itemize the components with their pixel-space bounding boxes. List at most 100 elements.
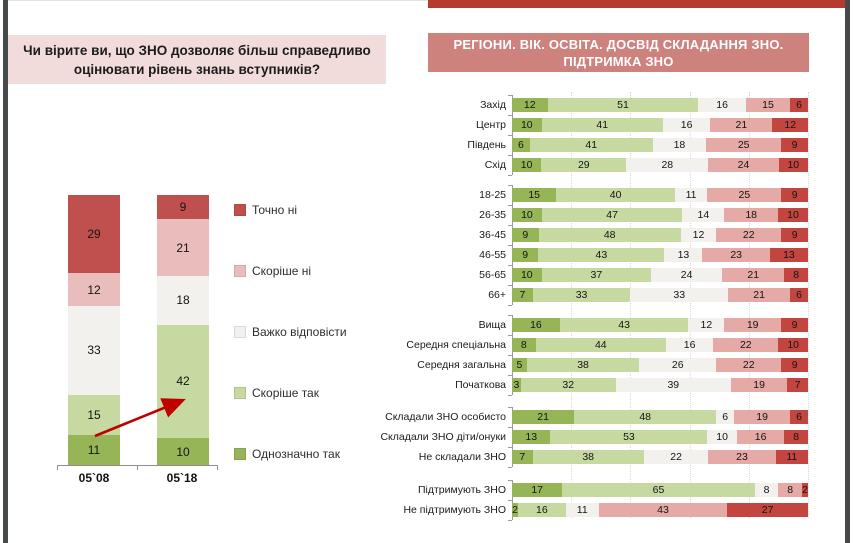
column-value-label: 12 [87,282,101,297]
bar-row: Вища 16 43 12 19 9 [376,318,808,332]
bar-segment: 16 [698,98,746,112]
segment-value-label: 2 [802,484,808,496]
segment-value-label: 13 [783,249,795,261]
legend-item: Скоріше ні [234,264,311,278]
chart-group: Складали ЗНО особисто 21 48 6 19 6 Складали ЗН… [376,407,808,468]
gridline [689,92,691,518]
bar-row: Середня спеціальна 8 44 16 22 10 [376,338,808,352]
segment-value-label: 8 [763,484,770,496]
bar-segment: 29 [541,158,627,172]
bar-segment: 21 [710,118,773,132]
bar-row: Центр 10 41 16 21 12 [376,118,808,132]
bar-segment: 16 [736,430,785,444]
bar-segment: 9 [781,138,808,152]
bar-segment: 9 [512,228,539,242]
axis-tick-mark [508,305,512,306]
bar-segment: 10 [778,338,808,352]
bar-segment: 8 [784,268,808,282]
row-label: Підтримують ЗНО [417,484,506,496]
bar-segment: 38 [532,450,644,464]
bar-segment: 19 [733,410,791,424]
row-label: Вища [478,319,506,331]
segment-value-label: 19 [753,379,765,391]
segment-value-label: 6 [796,99,803,111]
segment-value-label: 10 [716,431,728,443]
segment-value-label: 8 [787,484,794,496]
row-label: Центр [475,119,506,131]
axis-tick-mark [508,285,512,286]
axis-tick-mark [508,375,512,376]
bar-row: Початкова 3 32 39 19 7 [376,378,808,392]
bar-segment: 37 [541,268,652,282]
segment-value-label: 21 [735,119,748,131]
row-label: 56-65 [479,269,506,281]
bar-segment: 48 [574,410,717,424]
bar-segment: 27 [727,503,808,517]
axis-tick-mark [508,135,512,136]
bar-row: Не підтримують ЗНО 2 16 11 43 27 [376,503,808,517]
row-bar: 15 40 11 25 9 [512,188,808,202]
bar-segment: 21 [722,268,785,282]
window-left-border [3,0,8,543]
row-label: Захід [480,99,506,111]
x-axis-tick [57,465,58,470]
bar-segment: 7 [512,450,533,464]
segment-value-label: 9 [791,359,798,371]
segment-value-label: 24 [680,269,693,281]
column-segment: 33 [68,305,120,395]
column: 10 42 18 21 9 [157,195,209,465]
segment-value-label: 19 [756,411,768,423]
bar-segment: 22 [716,358,782,372]
bar-segment: 8 [754,483,779,497]
bar-segment: 13 [664,248,703,262]
bar-segment: 2 [802,483,808,497]
axis-tick-mark [508,447,512,448]
segment-value-label: 39 [667,379,680,391]
segment-value-label: 22 [742,229,755,241]
row-label: Середня спеціальна [406,339,506,351]
bar-segment: 16 [665,338,714,352]
row-bar: 10 37 24 21 8 [512,268,808,282]
segment-value-label: 13 [525,431,538,443]
segment-value-label: 41 [585,139,598,151]
row-bar: 8 44 16 22 10 [512,338,808,352]
bar-row: Складали ЗНО діти/онуки 13 53 10 16 8 [376,430,808,444]
column-value-label: 15 [87,408,101,423]
row-bar: 7 33 33 21 6 [512,288,808,302]
row-label: 66+ [488,289,506,301]
segment-value-label: 53 [623,431,635,443]
column-segment: 18 [157,276,209,325]
legend-label: Скоріше так [252,386,319,400]
segment-value-label: 16 [683,339,696,351]
bar-segment: 10 [512,208,542,222]
bar-segment: 11 [674,188,708,202]
bar-segment: 14 [682,208,725,222]
bar-row: 66+ 7 33 33 21 6 [376,288,808,302]
bar-segment: 7 [512,288,533,302]
segment-value-label: 22 [742,359,755,371]
column-value-label: 29 [87,227,101,242]
column-segment: 21 [157,219,209,277]
legend-label: Точно ні [252,203,297,217]
row-bar: 21 48 6 19 6 [512,410,808,424]
segment-value-label: 24 [737,159,750,171]
row-label: Початкова [455,379,506,391]
bar-segment: 18 [652,138,707,152]
segment-value-label: 8 [520,339,527,351]
bar-segment: 9 [781,358,808,372]
segment-value-label: 3 [513,379,520,391]
row-label: Не підтримують ЗНО [403,504,506,516]
chart-group: 18-25 15 40 11 25 9 26-35 10 47 14 18 10 36-45 9 48 12 2… [376,185,808,306]
bar-segment: 12 [512,98,548,112]
segment-value-label: 18 [745,209,757,221]
bar-segment: 10 [512,158,542,172]
bar-segment: 12 [688,318,725,332]
bar-segment: 51 [547,98,699,112]
chart-group: Підтримують ЗНО 17 65 8 8 2 Не підтримують ЗНО… [376,480,808,521]
legend-item: Однозначно так [234,447,340,461]
bar-segment: 25 [706,138,782,152]
row-label: 36-45 [479,229,506,241]
segment-value-label: 27 [761,504,774,516]
left-question-title-line1: Чи вірите ви, що ЗНО дозволяє більш спра… [23,42,371,58]
bar-segment: 41 [529,138,653,152]
